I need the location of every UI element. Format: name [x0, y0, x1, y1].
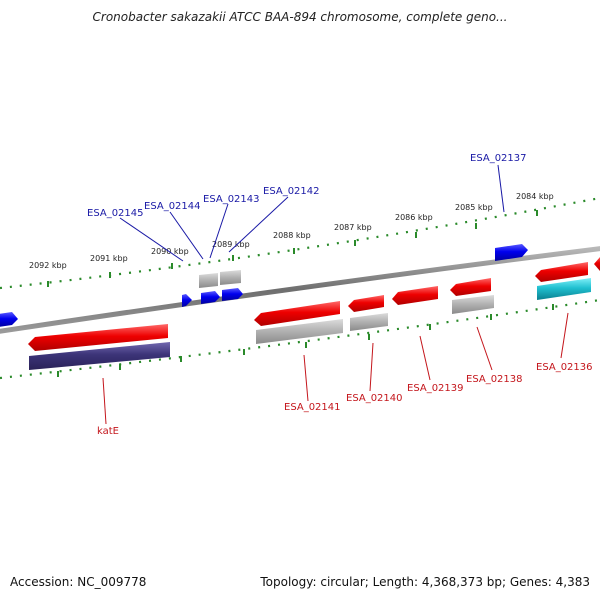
- bottom-strand-genes[interactable]: [28, 256, 600, 370]
- gene-blue[interactable]: [222, 288, 243, 301]
- gene-blue-esa02137[interactable]: [495, 244, 528, 261]
- gene-esa02139[interactable]: [392, 286, 438, 305]
- gene-gray[interactable]: [452, 295, 494, 314]
- gene-gray[interactable]: [199, 273, 218, 288]
- kbp-label: 2084 kbp: [516, 192, 554, 201]
- gene-gray[interactable]: [350, 313, 388, 331]
- top-gene-labels[interactable]: ESA_02145 ESA_02144 ESA_02143 ESA_02142 …: [87, 153, 527, 219]
- gene-label-esa02140[interactable]: ESA_02140: [346, 393, 403, 404]
- gene-label-esa02144[interactable]: ESA_02144: [144, 201, 201, 212]
- gene-blue-small[interactable]: [182, 294, 192, 307]
- kbp-label: 2089 kbp: [212, 240, 250, 249]
- kbp-label: 2091 kbp: [90, 254, 128, 263]
- gene-esa02140[interactable]: [348, 295, 384, 312]
- map-title: Cronobacter sakazakii ATCC BAA-894 chrom…: [92, 10, 508, 24]
- top-strand-genes[interactable]: [0, 244, 528, 327]
- gene-label-esa02139[interactable]: ESA_02139: [407, 383, 464, 394]
- kbp-label: 2085 kbp: [455, 203, 493, 212]
- gene-label-esa02138[interactable]: ESA_02138: [466, 374, 523, 385]
- gene-gray[interactable]: [220, 270, 241, 285]
- top-leader-lines: [119, 164, 505, 262]
- chromosome-backbone: [0, 246, 600, 334]
- gene-label-esa02141[interactable]: ESA_02141: [284, 402, 341, 413]
- gene-navy[interactable]: [29, 342, 170, 370]
- gene-esa02141[interactable]: [254, 301, 340, 326]
- gene-label-esa02145[interactable]: ESA_02145: [87, 208, 144, 219]
- topology-text: Topology: circular; Length: 4,368,373 bp…: [260, 575, 590, 589]
- gene-esa02136[interactable]: [537, 278, 591, 300]
- gene-label-esa02136[interactable]: ESA_02136: [536, 362, 593, 373]
- kbp-label: 2086 kbp: [395, 213, 433, 222]
- gene-blue-left-edge[interactable]: [0, 312, 18, 327]
- gene-katE[interactable]: [28, 324, 168, 351]
- gene-red-right-edge[interactable]: [594, 256, 600, 271]
- kbp-label: 2087 kbp: [334, 223, 372, 232]
- kbp-label: 2088 kbp: [273, 231, 311, 240]
- inner-major-ticks: [57, 304, 554, 377]
- gene-red[interactable]: [535, 262, 588, 282]
- gene-label-katE[interactable]: katE: [97, 426, 119, 437]
- outer-major-ticks: [47, 210, 538, 287]
- gene-label-esa02143[interactable]: ESA_02143: [203, 194, 260, 205]
- gene-blue[interactable]: [201, 291, 220, 304]
- bottom-leader-lines: [102, 312, 569, 425]
- kbp-label: 2092 kbp: [29, 261, 67, 270]
- gene-label-esa02142[interactable]: ESA_02142: [263, 186, 320, 197]
- gene-esa02138[interactable]: [450, 278, 491, 296]
- accession-text: Accession: NC_009778: [10, 575, 147, 589]
- gene-gray[interactable]: [256, 319, 343, 344]
- kbp-scale-labels: 2092 kbp 2091 kbp 2090 kbp 2089 kbp 2088…: [29, 192, 554, 270]
- inner-tick-track: [0, 298, 600, 380]
- gene-label-esa02137[interactable]: ESA_02137: [470, 153, 527, 164]
- bottom-gene-labels[interactable]: katE ESA_02141 ESA_02140 ESA_02139 ESA_0…: [97, 362, 593, 437]
